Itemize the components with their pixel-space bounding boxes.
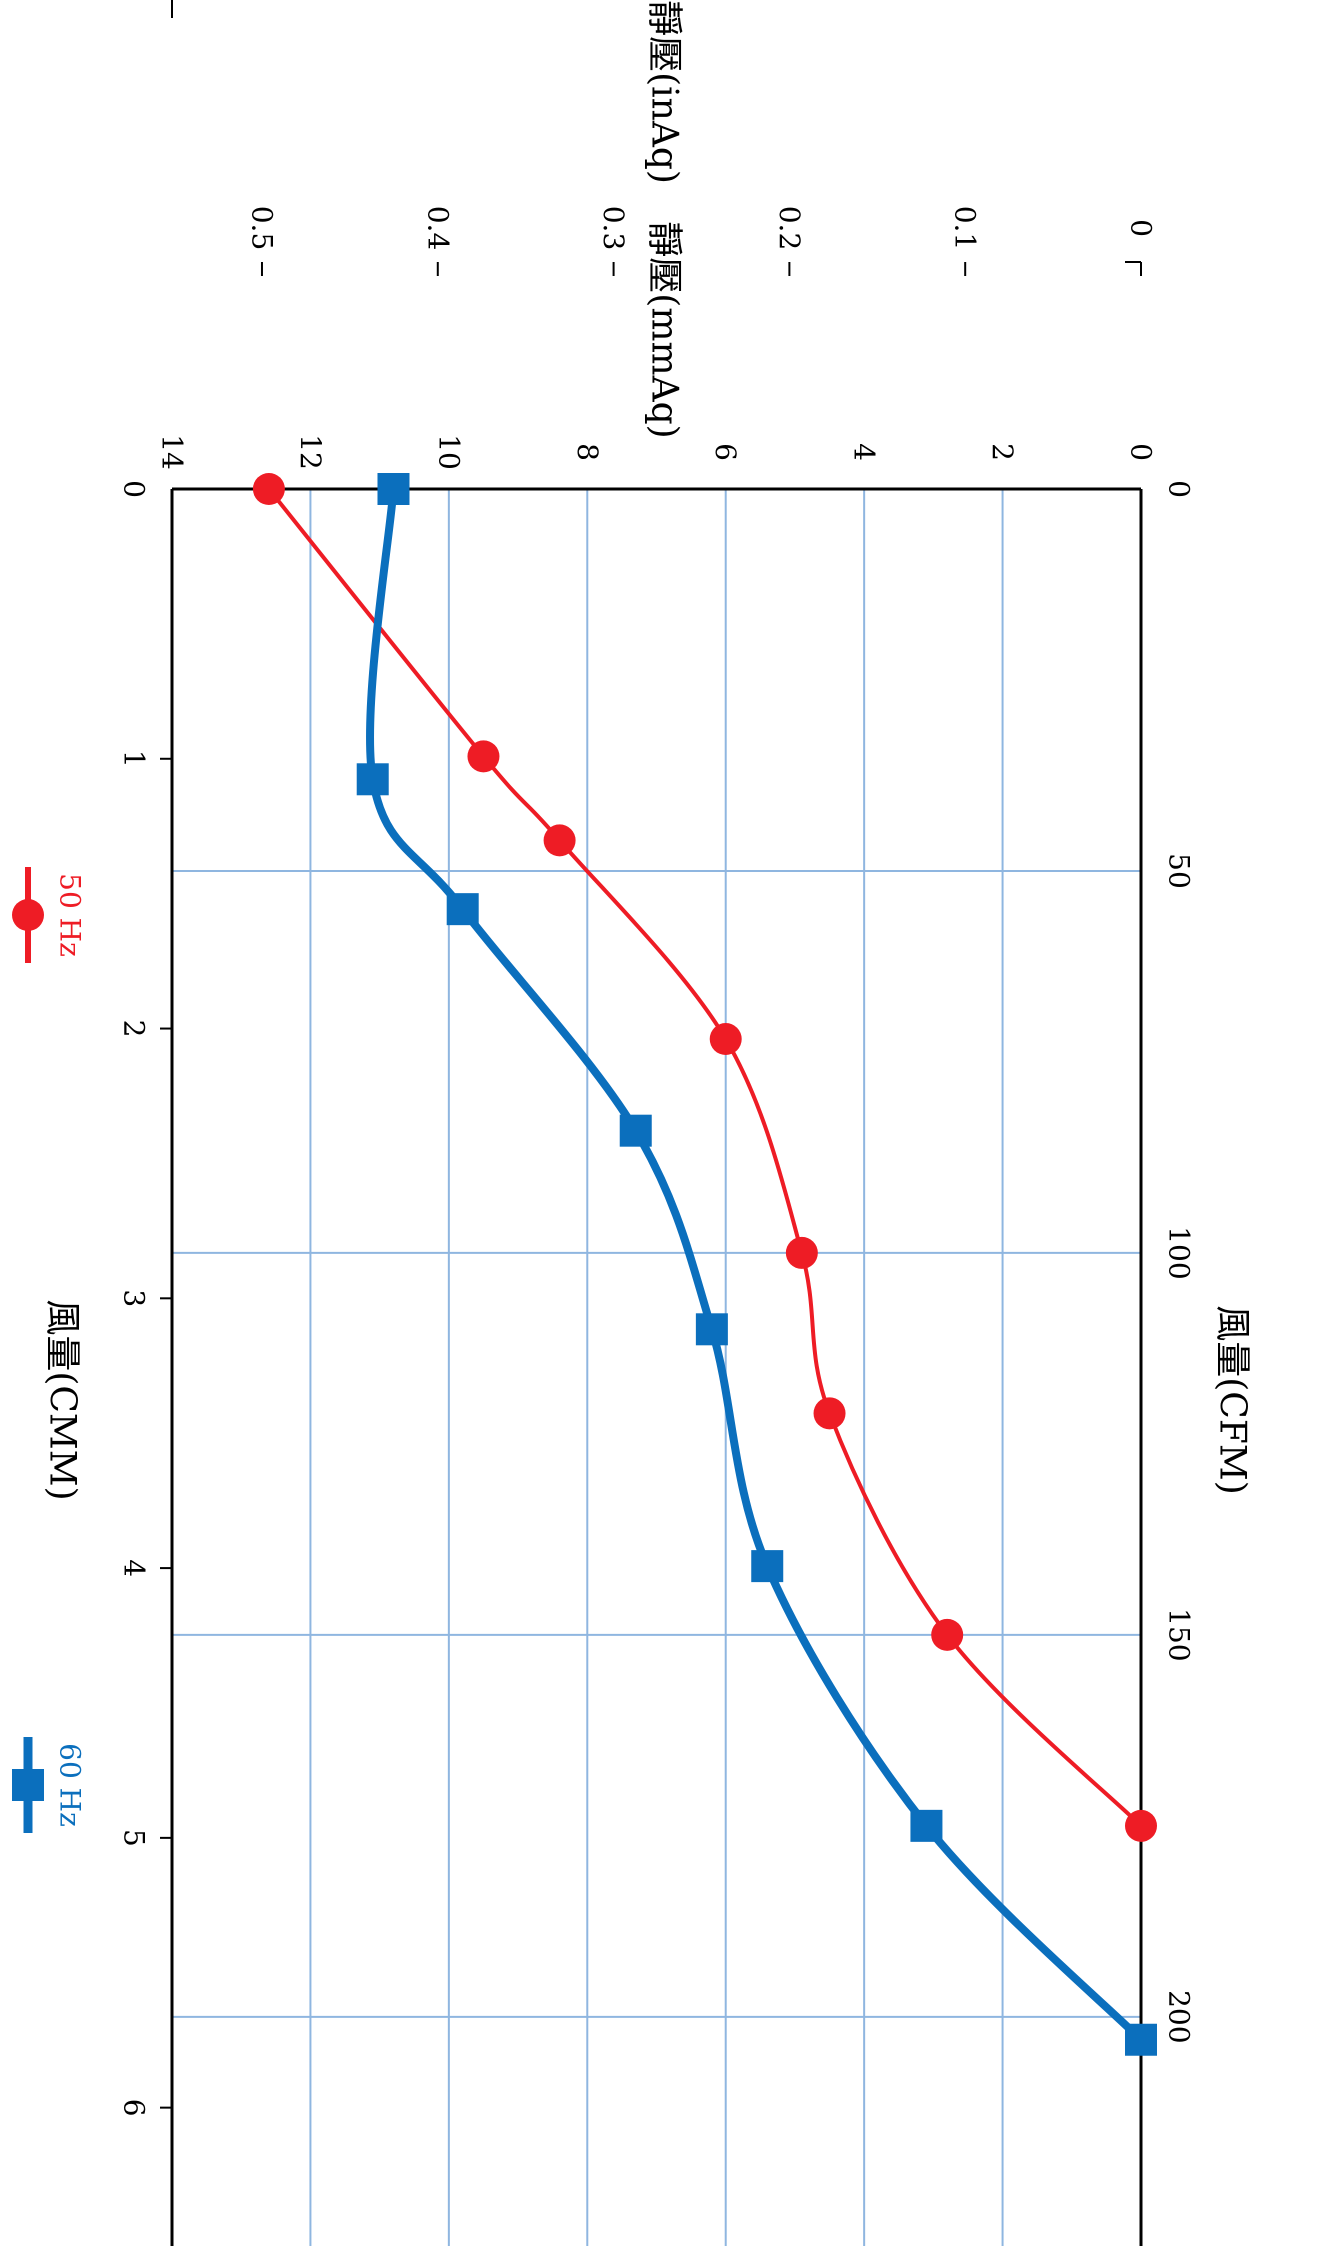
point-50hz-1 — [467, 740, 500, 773]
point-60hz-0 — [377, 473, 410, 505]
point-50hz-3 — [709, 1023, 742, 1056]
point-60hz-6 — [910, 1809, 943, 1842]
y-tick-label-4: 4 — [848, 443, 881, 461]
point-50hz-5 — [813, 1397, 846, 1430]
x-tick-label-150: 150 — [1163, 1608, 1196, 1661]
legend-label-60hz: 60 Hz — [54, 1743, 87, 1827]
cmm-tick-label-2: 2 — [118, 1020, 151, 1038]
point-60hz-4 — [695, 1313, 728, 1346]
grid-lines — [172, 489, 1141, 2246]
point-60hz-1 — [356, 763, 389, 796]
axis-ticks — [160, 261, 1142, 2109]
point-60hz-5 — [751, 1550, 784, 1583]
inaq-axis-title: 靜壓(inAq) — [644, 0, 685, 184]
y-tick-label-14: 14 — [156, 434, 189, 470]
point-50hz-7 — [1125, 1809, 1157, 1842]
cmm-tick-label-3: 3 — [118, 1289, 151, 1307]
plot-frame — [170, 0, 1143, 2246]
legend-marker-50hz — [12, 899, 44, 931]
series-lines — [266, 485, 1145, 2044]
series-line-50hz — [266, 487, 1143, 1828]
x-axis-title: 風量(CFM) — [1212, 1305, 1253, 1494]
x-tick-label-100: 100 — [1163, 1226, 1196, 1279]
cmm-tick-label-0: 0 — [118, 480, 151, 498]
axis-titles: 風量(CFM) 風量(CMM) 靜壓(mmAq) 靜壓(inAq) — [42, 0, 1253, 1501]
point-60hz-7 — [1125, 2023, 1157, 2056]
point-50hz-2 — [543, 824, 576, 857]
x-tick-label-50: 50 — [1163, 853, 1196, 889]
inaq-tick-label-0.1: 0.1 — [949, 206, 982, 251]
cmm-axis-title: 風量(CMM) — [42, 1299, 83, 1500]
point-50hz-6 — [931, 1618, 964, 1651]
y-tick-label-6: 6 — [709, 443, 742, 461]
legend: 50 Hz 60 Hz — [12, 867, 87, 1833]
y-tick-label-8: 8 — [571, 443, 604, 461]
x-tick-label-0: 0 — [1163, 480, 1196, 498]
series-line-60hz — [366, 485, 1145, 2044]
inaq-tick-label-0.3: 0.3 — [597, 206, 630, 251]
inaq-tick-label-0.5: 0.5 — [245, 206, 278, 251]
x-tick-label-200: 200 — [1163, 1990, 1196, 2043]
tick-labels: 05010015020001234560246810121400.10.20.3… — [118, 206, 1196, 2117]
y-axis-title: 靜壓(mmAq) — [644, 221, 685, 438]
y-tick-label-2: 2 — [986, 443, 1019, 461]
cmm-tick-label-1: 1 — [118, 750, 151, 768]
cmm-tick-label-6: 6 — [118, 2099, 151, 2117]
inaq-tick-label-0.4: 0.4 — [421, 206, 454, 251]
series-markers — [252, 473, 1157, 2056]
cmm-tick-label-4: 4 — [118, 1559, 151, 1577]
inaq-tick-label-0: 0 — [1125, 219, 1158, 237]
point-50hz-4 — [785, 1236, 818, 1269]
y-tick-label-12: 12 — [294, 434, 327, 470]
legend-label-50hz: 50 Hz — [54, 873, 87, 957]
y-tick-label-10: 10 — [432, 434, 465, 470]
point-60hz-2 — [446, 893, 479, 926]
y-tick-label-0: 0 — [1125, 443, 1158, 461]
legend-marker-60hz — [12, 1769, 44, 1801]
cmm-tick-label-5: 5 — [118, 1829, 151, 1847]
point-50hz-0 — [252, 473, 285, 505]
point-60hz-3 — [619, 1114, 652, 1147]
inaq-tick-label-0.2: 0.2 — [773, 206, 806, 251]
